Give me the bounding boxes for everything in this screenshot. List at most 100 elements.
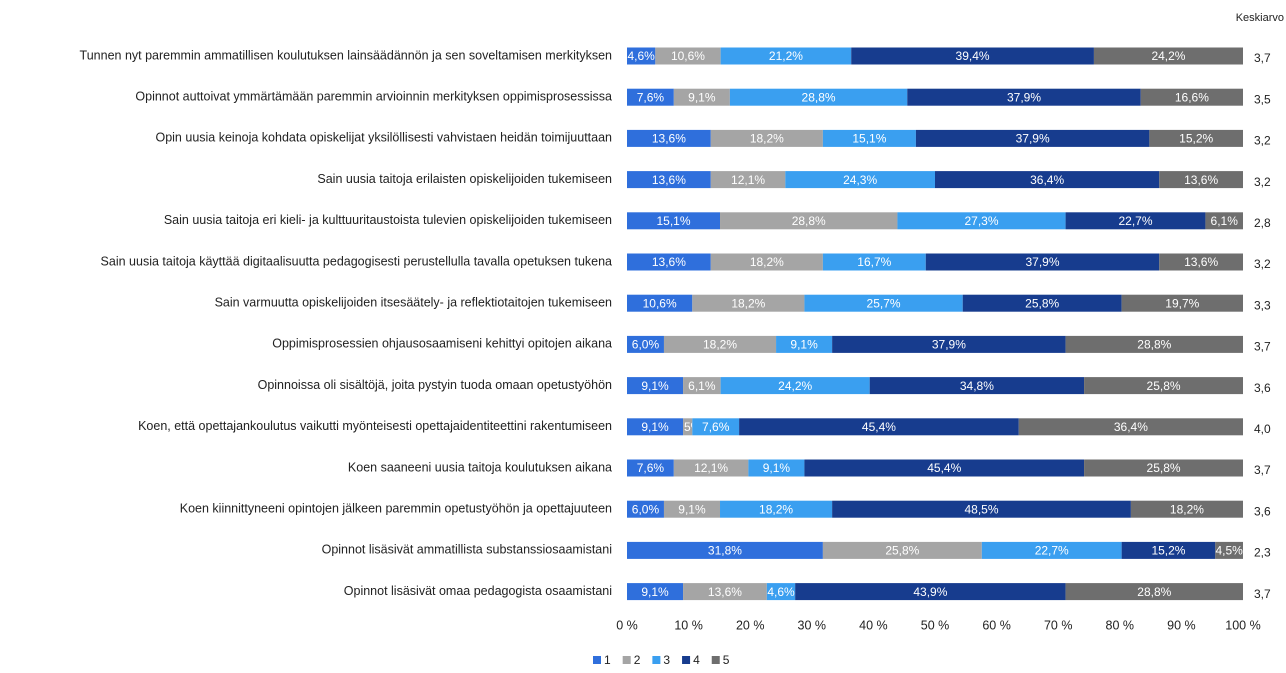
bar-segment <box>962 294 1122 312</box>
value-label: 45,4% <box>862 420 896 434</box>
bar-segment <box>683 418 693 436</box>
bar-segment <box>851 47 1094 65</box>
value-label: 36,4% <box>1114 420 1148 434</box>
category-label: Opin uusia keinoja kohdata opiskelijat y… <box>155 131 612 145</box>
x-tick-label: 100 % <box>1225 618 1260 632</box>
value-label: 18,2% <box>750 132 784 146</box>
category-label: Sain uusia taitoja käyttää digitaalisuut… <box>101 254 612 268</box>
x-tick-label: 70 % <box>1044 618 1073 632</box>
value-label: 1,5% <box>674 420 702 434</box>
mean-value: 3,7 <box>1254 51 1271 65</box>
bar-segment <box>710 171 786 189</box>
bar-segment <box>692 418 740 436</box>
value-label: 18,2% <box>1170 502 1204 516</box>
mean-value: 3,3 <box>1254 298 1271 312</box>
bar-segment <box>663 335 777 353</box>
value-label: 18,2% <box>731 296 765 310</box>
category-label: Tunnen nyt paremmin ammatillisen koulutu… <box>80 48 612 62</box>
bar-segment <box>1121 294 1243 312</box>
bar-segment <box>729 88 908 106</box>
mean-value: 3,2 <box>1254 257 1271 271</box>
value-label: 16,6% <box>1175 90 1209 104</box>
mean-value: 3,6 <box>1254 504 1271 518</box>
bar-segment <box>692 294 805 312</box>
mean-value: 3,2 <box>1254 175 1271 189</box>
value-label: 9,1% <box>790 338 818 352</box>
bar-segment <box>1215 541 1243 559</box>
bar-segment <box>1018 418 1243 436</box>
legend-swatch <box>682 656 691 664</box>
bar-segment <box>655 47 721 65</box>
bar-segment <box>627 294 693 312</box>
bar-segment <box>981 541 1122 559</box>
value-label: 18,2% <box>750 255 784 269</box>
value-label: 22,7% <box>1118 214 1152 228</box>
mean-value: 3,6 <box>1254 381 1271 395</box>
value-label: 4,5% <box>1215 544 1243 558</box>
bar-segment <box>1065 335 1243 353</box>
bar-segment <box>720 212 898 230</box>
bar-segment <box>785 171 935 189</box>
x-tick-label: 10 % <box>674 618 703 632</box>
bar-segment <box>1065 583 1243 601</box>
category-label: Opinnot lisäsivät ammatillista substanss… <box>322 543 612 557</box>
legend-swatch <box>652 656 661 664</box>
category-label: Sain varmuutta opiskelijoiden itsesäätel… <box>215 295 612 309</box>
category-label: Opinnot lisäsivät omaa pedagogista osaam… <box>344 584 612 598</box>
mean-value: 3,7 <box>1254 340 1271 354</box>
legend-swatch <box>593 656 601 664</box>
value-label: 28,8% <box>802 90 836 104</box>
value-label: 37,9% <box>1016 132 1050 146</box>
value-label: 6,1% <box>688 379 716 393</box>
bar-segment <box>822 253 926 271</box>
value-label: 27,3% <box>964 214 998 228</box>
bar-segment <box>1205 212 1243 230</box>
category-label: Koen, että opettajankoulutus vaikutti my… <box>138 419 612 433</box>
value-label: 48,5% <box>964 502 998 516</box>
x-tick-label: 80 % <box>1106 618 1135 632</box>
bar-segment <box>683 377 721 395</box>
mean-value: 3,2 <box>1254 134 1271 148</box>
bar-segment <box>776 335 833 353</box>
value-label: 12,1% <box>694 461 728 475</box>
value-label: 19,7% <box>1165 296 1199 310</box>
value-label: 9,1% <box>763 461 791 475</box>
value-label: 25,8% <box>1025 296 1059 310</box>
bar-segment <box>627 212 721 230</box>
x-tick-label: 40 % <box>859 618 888 632</box>
legend-label: 2 <box>634 653 641 667</box>
value-label: 28,8% <box>792 214 826 228</box>
value-label: 6,1% <box>1211 214 1239 228</box>
bar-segment <box>1065 212 1206 230</box>
value-label: 31,8% <box>708 544 742 558</box>
bar-segment <box>907 88 1141 106</box>
bar-segment <box>1140 88 1243 106</box>
bar-segment <box>1159 253 1243 271</box>
x-tick-label: 50 % <box>921 618 950 632</box>
category-label: Sain uusia taitoja erilaisten opiskelijo… <box>317 172 612 186</box>
bar-segment <box>627 500 664 518</box>
value-label: 7,6% <box>637 90 665 104</box>
value-label: 25,8% <box>1147 461 1181 475</box>
value-label: 12,1% <box>731 173 765 187</box>
bar-segment <box>804 294 963 312</box>
bar-segment <box>1130 500 1243 518</box>
bar-segment <box>627 335 664 353</box>
value-label: 13,6% <box>1184 173 1218 187</box>
bar-segment <box>627 47 656 65</box>
mean-value: 3,5 <box>1254 92 1271 106</box>
category-label: Opinnot auttoivat ymmärtämään paremmin a… <box>135 89 612 103</box>
value-label: 18,2% <box>703 338 737 352</box>
bar-segment <box>627 129 711 147</box>
value-label: 43,9% <box>913 585 947 599</box>
value-label: 15,1% <box>852 132 886 146</box>
value-label: 16,7% <box>857 255 891 269</box>
value-label: 45,4% <box>927 461 961 475</box>
bar-segment <box>683 583 767 601</box>
bar-segment <box>627 459 674 477</box>
value-label: 10,6% <box>643 296 677 310</box>
bar-segment <box>869 377 1085 395</box>
bar-segment <box>1159 171 1243 189</box>
value-label: 34,8% <box>960 379 994 393</box>
value-label: 37,9% <box>932 338 966 352</box>
